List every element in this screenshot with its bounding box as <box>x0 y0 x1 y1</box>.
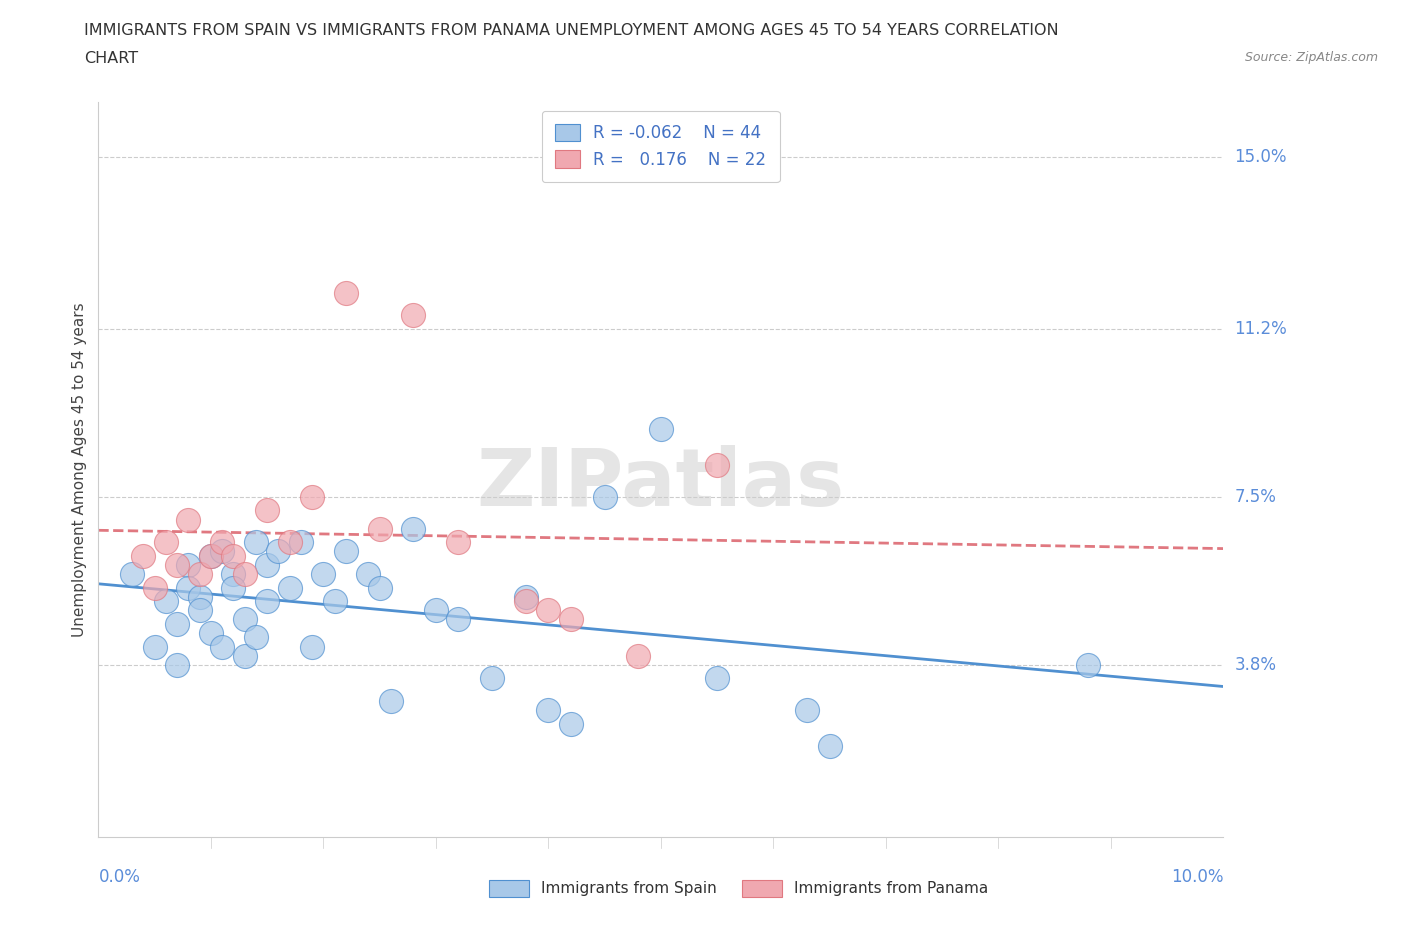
Point <box>166 557 188 572</box>
Point <box>233 648 256 663</box>
Text: CHART: CHART <box>84 51 138 66</box>
Point <box>233 612 256 627</box>
Point <box>627 648 650 663</box>
Point <box>188 566 211 581</box>
Point <box>155 593 177 608</box>
Point <box>177 557 200 572</box>
Text: 3.8%: 3.8% <box>1234 656 1277 673</box>
Point <box>200 549 222 564</box>
Point <box>706 671 728 685</box>
Point <box>335 544 357 559</box>
Point <box>188 590 211 604</box>
Point <box>256 557 278 572</box>
Point <box>177 580 200 595</box>
Legend: R = -0.062    N = 44, R =   0.176    N = 22: R = -0.062 N = 44, R = 0.176 N = 22 <box>541 111 780 182</box>
Point <box>481 671 503 685</box>
Text: 0.0%: 0.0% <box>98 868 141 885</box>
Point <box>143 639 166 654</box>
Point <box>447 535 470 550</box>
Point <box>335 286 357 300</box>
Point <box>357 566 380 581</box>
Point <box>560 716 582 731</box>
Point <box>166 658 188 672</box>
Text: 10.0%: 10.0% <box>1171 868 1223 885</box>
Point <box>368 521 391 536</box>
Point <box>312 566 335 581</box>
Point <box>796 702 818 717</box>
Text: 7.5%: 7.5% <box>1234 488 1277 506</box>
Point <box>537 603 560 618</box>
Point <box>290 535 312 550</box>
Point <box>132 549 155 564</box>
Point <box>380 694 402 709</box>
Point <box>323 593 346 608</box>
Text: 15.0%: 15.0% <box>1234 148 1286 166</box>
Point <box>537 702 560 717</box>
Point <box>278 580 301 595</box>
Text: IMMIGRANTS FROM SPAIN VS IMMIGRANTS FROM PANAMA UNEMPLOYMENT AMONG AGES 45 TO 54: IMMIGRANTS FROM SPAIN VS IMMIGRANTS FROM… <box>84 23 1059 38</box>
Point <box>425 603 447 618</box>
Point <box>447 612 470 627</box>
Text: Immigrants from Panama: Immigrants from Panama <box>794 881 988 896</box>
Text: Source: ZipAtlas.com: Source: ZipAtlas.com <box>1244 51 1378 64</box>
Point <box>155 535 177 550</box>
Point <box>188 603 211 618</box>
Point <box>200 549 222 564</box>
Point <box>818 738 841 753</box>
Point <box>368 580 391 595</box>
Text: ZIPatlas: ZIPatlas <box>477 445 845 524</box>
Point <box>1077 658 1099 672</box>
Point <box>177 512 200 527</box>
Point <box>267 544 290 559</box>
Point <box>143 580 166 595</box>
Point <box>211 639 233 654</box>
Point <box>650 421 672 436</box>
Text: Immigrants from Spain: Immigrants from Spain <box>541 881 717 896</box>
Point <box>166 617 188 631</box>
Text: 11.2%: 11.2% <box>1234 320 1286 339</box>
Point <box>200 626 222 641</box>
Point <box>515 590 537 604</box>
Point <box>402 521 425 536</box>
Point <box>245 535 267 550</box>
Point <box>278 535 301 550</box>
Point <box>402 308 425 323</box>
Point <box>706 458 728 472</box>
Point <box>256 593 278 608</box>
Point <box>211 544 233 559</box>
Point <box>222 549 245 564</box>
Point <box>222 566 245 581</box>
Point <box>121 566 143 581</box>
Point <box>301 489 323 504</box>
Y-axis label: Unemployment Among Ages 45 to 54 years: Unemployment Among Ages 45 to 54 years <box>72 302 87 637</box>
Point <box>593 489 616 504</box>
Point <box>245 630 267 644</box>
Point <box>301 639 323 654</box>
Point <box>233 566 256 581</box>
Point <box>515 593 537 608</box>
Point <box>211 535 233 550</box>
Point <box>222 580 245 595</box>
Point <box>256 503 278 518</box>
Point <box>560 612 582 627</box>
